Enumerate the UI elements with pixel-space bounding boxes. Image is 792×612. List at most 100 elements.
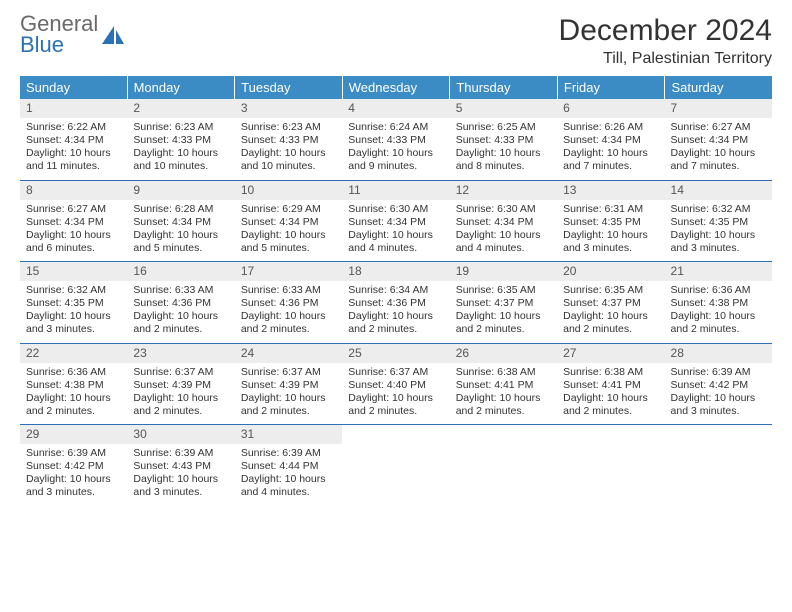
day-cell: 23Sunrise: 6:37 AMSunset: 4:39 PMDayligh…	[127, 344, 234, 425]
weekday-header: Thursday	[450, 76, 558, 99]
day-body: Sunrise: 6:31 AMSunset: 4:35 PMDaylight:…	[557, 203, 664, 256]
day-body: Sunrise: 6:23 AMSunset: 4:33 PMDaylight:…	[235, 121, 342, 174]
day-number: 26	[450, 344, 557, 363]
day-body: Sunrise: 6:38 AMSunset: 4:41 PMDaylight:…	[557, 366, 664, 419]
daylight-text: Daylight: 10 hours and 7 minutes.	[671, 147, 766, 173]
sunset-text: Sunset: 4:35 PM	[671, 216, 766, 229]
weeks-container: 1Sunrise: 6:22 AMSunset: 4:34 PMDaylight…	[20, 99, 772, 506]
daylight-text: Daylight: 10 hours and 6 minutes.	[26, 229, 121, 255]
day-body: Sunrise: 6:37 AMSunset: 4:39 PMDaylight:…	[127, 366, 234, 419]
day-number: 21	[665, 262, 772, 281]
weekday-header: Tuesday	[235, 76, 343, 99]
day-body: Sunrise: 6:39 AMSunset: 4:44 PMDaylight:…	[235, 447, 342, 500]
day-number: 17	[235, 262, 342, 281]
day-cell: 7Sunrise: 6:27 AMSunset: 4:34 PMDaylight…	[665, 99, 772, 180]
day-cell: 16Sunrise: 6:33 AMSunset: 4:36 PMDayligh…	[127, 262, 234, 343]
day-cell: 19Sunrise: 6:35 AMSunset: 4:37 PMDayligh…	[450, 262, 557, 343]
day-number: 12	[450, 181, 557, 200]
sunrise-text: Sunrise: 6:30 AM	[456, 203, 551, 216]
daylight-text: Daylight: 10 hours and 2 minutes.	[241, 392, 336, 418]
daylight-text: Daylight: 10 hours and 5 minutes.	[241, 229, 336, 255]
day-body: Sunrise: 6:25 AMSunset: 4:33 PMDaylight:…	[450, 121, 557, 174]
day-cell: 2Sunrise: 6:23 AMSunset: 4:33 PMDaylight…	[127, 99, 234, 180]
day-cell: 18 Sunrise: 6:34 AMSunset: 4:36 PMDayligh…	[342, 262, 449, 343]
daylight-text: Daylight: 10 hours and 3 minutes.	[26, 310, 121, 336]
daylight-text: Daylight: 10 hours and 4 minutes.	[456, 229, 551, 255]
daylight-text: Daylight: 10 hours and 4 minutes.	[348, 229, 443, 255]
daylight-text: Daylight: 10 hours and 9 minutes.	[348, 147, 443, 173]
day-number: 8	[20, 181, 127, 200]
daylight-text: Daylight: 10 hours and 8 minutes.	[456, 147, 551, 173]
sunrise-text: Sunrise: 6:27 AM	[671, 121, 766, 134]
day-number: 28	[665, 344, 772, 363]
day-number: 10	[235, 181, 342, 200]
day-number: 4	[342, 99, 449, 118]
sunrise-text: Sunrise: 6:36 AM	[26, 366, 121, 379]
sunrise-text: Sunrise: 6:39 AM	[241, 447, 336, 460]
sunrise-text: Sunrise: 6:23 AM	[133, 121, 228, 134]
day-number: 30	[127, 425, 234, 444]
sunrise-text: Sunrise: 6:38 AM	[563, 366, 658, 379]
daylight-text: Daylight: 10 hours and 2 minutes.	[456, 310, 551, 336]
day-cell: 30Sunrise: 6:39 AMSunset: 4:43 PMDayligh…	[127, 425, 234, 506]
header: General Blue December 2024 Till, Palesti…	[20, 14, 772, 68]
sunset-text: Sunset: 4:33 PM	[348, 134, 443, 147]
day-cell-empty	[665, 425, 772, 506]
daylight-text: Daylight: 10 hours and 2 minutes.	[133, 310, 228, 336]
sunrise-text: Sunrise: 6:34 AM	[348, 284, 443, 297]
day-body: Sunrise: 6:30 AMSunset: 4:34 PMDaylight:…	[342, 203, 449, 256]
day-cell: 17 Sunrise: 6:33 AMSunset: 4:36 PMDayligh…	[235, 262, 342, 343]
day-body: Sunrise: 6:29 AMSunset: 4:34 PMDaylight:…	[235, 203, 342, 256]
day-body: Sunrise: 6:34 AMSunset: 4:36 PMDaylight:…	[342, 284, 449, 337]
sunset-text: Sunset: 4:36 PM	[348, 297, 443, 310]
day-number: 18	[342, 262, 449, 281]
sail-icon	[100, 24, 126, 46]
day-body: Sunrise: 6:33 AMSunset: 4:36 PMDaylight:…	[235, 284, 342, 337]
day-cell: 6Sunrise: 6:26 AMSunset: 4:34 PMDaylight…	[557, 99, 664, 180]
day-number: 25	[342, 344, 449, 363]
day-cell: 27Sunrise: 6:38 AMSunset: 4:41 PMDayligh…	[557, 344, 664, 425]
sunset-text: Sunset: 4:34 PM	[563, 134, 658, 147]
day-number: 14	[665, 181, 772, 200]
day-body: Sunrise: 6:28 AMSunset: 4:34 PMDaylight:…	[127, 203, 234, 256]
daylight-text: Daylight: 10 hours and 3 minutes.	[671, 229, 766, 255]
week-row: 8Sunrise: 6:27 AMSunset: 4:34 PMDaylight…	[20, 181, 772, 263]
day-cell: 14 Sunrise: 6:32 AMSunset: 4:35 PMDayligh…	[665, 181, 772, 262]
day-cell: 13Sunrise: 6:31 AMSunset: 4:35 PMDayligh…	[557, 181, 664, 262]
sunset-text: Sunset: 4:37 PM	[563, 297, 658, 310]
day-body: Sunrise: 6:27 AMSunset: 4:34 PMDaylight:…	[665, 121, 772, 174]
day-body: Sunrise: 6:38 AMSunset: 4:41 PMDaylight:…	[450, 366, 557, 419]
daylight-text: Daylight: 10 hours and 2 minutes.	[563, 392, 658, 418]
day-number: 24	[235, 344, 342, 363]
sunrise-text: Sunrise: 6:31 AM	[563, 203, 658, 216]
sunset-text: Sunset: 4:38 PM	[26, 379, 121, 392]
sunset-text: Sunset: 4:44 PM	[241, 460, 336, 473]
daylight-text: Daylight: 10 hours and 2 minutes.	[133, 392, 228, 418]
sunrise-text: Sunrise: 6:33 AM	[133, 284, 228, 297]
title-block: December 2024 Till, Palestinian Territor…	[559, 14, 772, 68]
day-body: Sunrise: 6:22 AMSunset: 4:34 PMDaylight:…	[20, 121, 127, 174]
sunset-text: Sunset: 4:42 PM	[26, 460, 121, 473]
sunrise-text: Sunrise: 6:35 AM	[563, 284, 658, 297]
day-body: Sunrise: 6:23 AMSunset: 4:33 PMDaylight:…	[127, 121, 234, 174]
daylight-text: Daylight: 10 hours and 2 minutes.	[241, 310, 336, 336]
day-number: 3	[235, 99, 342, 118]
day-cell: 8Sunrise: 6:27 AMSunset: 4:34 PMDaylight…	[20, 181, 127, 262]
sunrise-text: Sunrise: 6:32 AM	[671, 203, 766, 216]
sunrise-text: Sunrise: 6:39 AM	[133, 447, 228, 460]
day-cell: 12 Sunrise: 6:30 AMSunset: 4:34 PMDayligh…	[450, 181, 557, 262]
sunrise-text: Sunrise: 6:38 AM	[456, 366, 551, 379]
daylight-text: Daylight: 10 hours and 2 minutes.	[563, 310, 658, 336]
sunset-text: Sunset: 4:34 PM	[348, 216, 443, 229]
sunset-text: Sunset: 4:33 PM	[241, 134, 336, 147]
day-number: 16	[127, 262, 234, 281]
daylight-text: Daylight: 10 hours and 2 minutes.	[456, 392, 551, 418]
daylight-text: Daylight: 10 hours and 2 minutes.	[348, 310, 443, 336]
day-cell: 31Sunrise: 6:39 AMSunset: 4:44 PMDayligh…	[235, 425, 342, 506]
sunset-text: Sunset: 4:38 PM	[671, 297, 766, 310]
day-body: Sunrise: 6:35 AMSunset: 4:37 PMDaylight:…	[450, 284, 557, 337]
day-body: Sunrise: 6:30 AMSunset: 4:34 PMDaylight:…	[450, 203, 557, 256]
day-cell: 21Sunrise: 6:36 AMSunset: 4:38 PMDayligh…	[665, 262, 772, 343]
day-cell: 24Sunrise: 6:37 AMSunset: 4:39 PMDayligh…	[235, 344, 342, 425]
sunrise-text: Sunrise: 6:30 AM	[348, 203, 443, 216]
